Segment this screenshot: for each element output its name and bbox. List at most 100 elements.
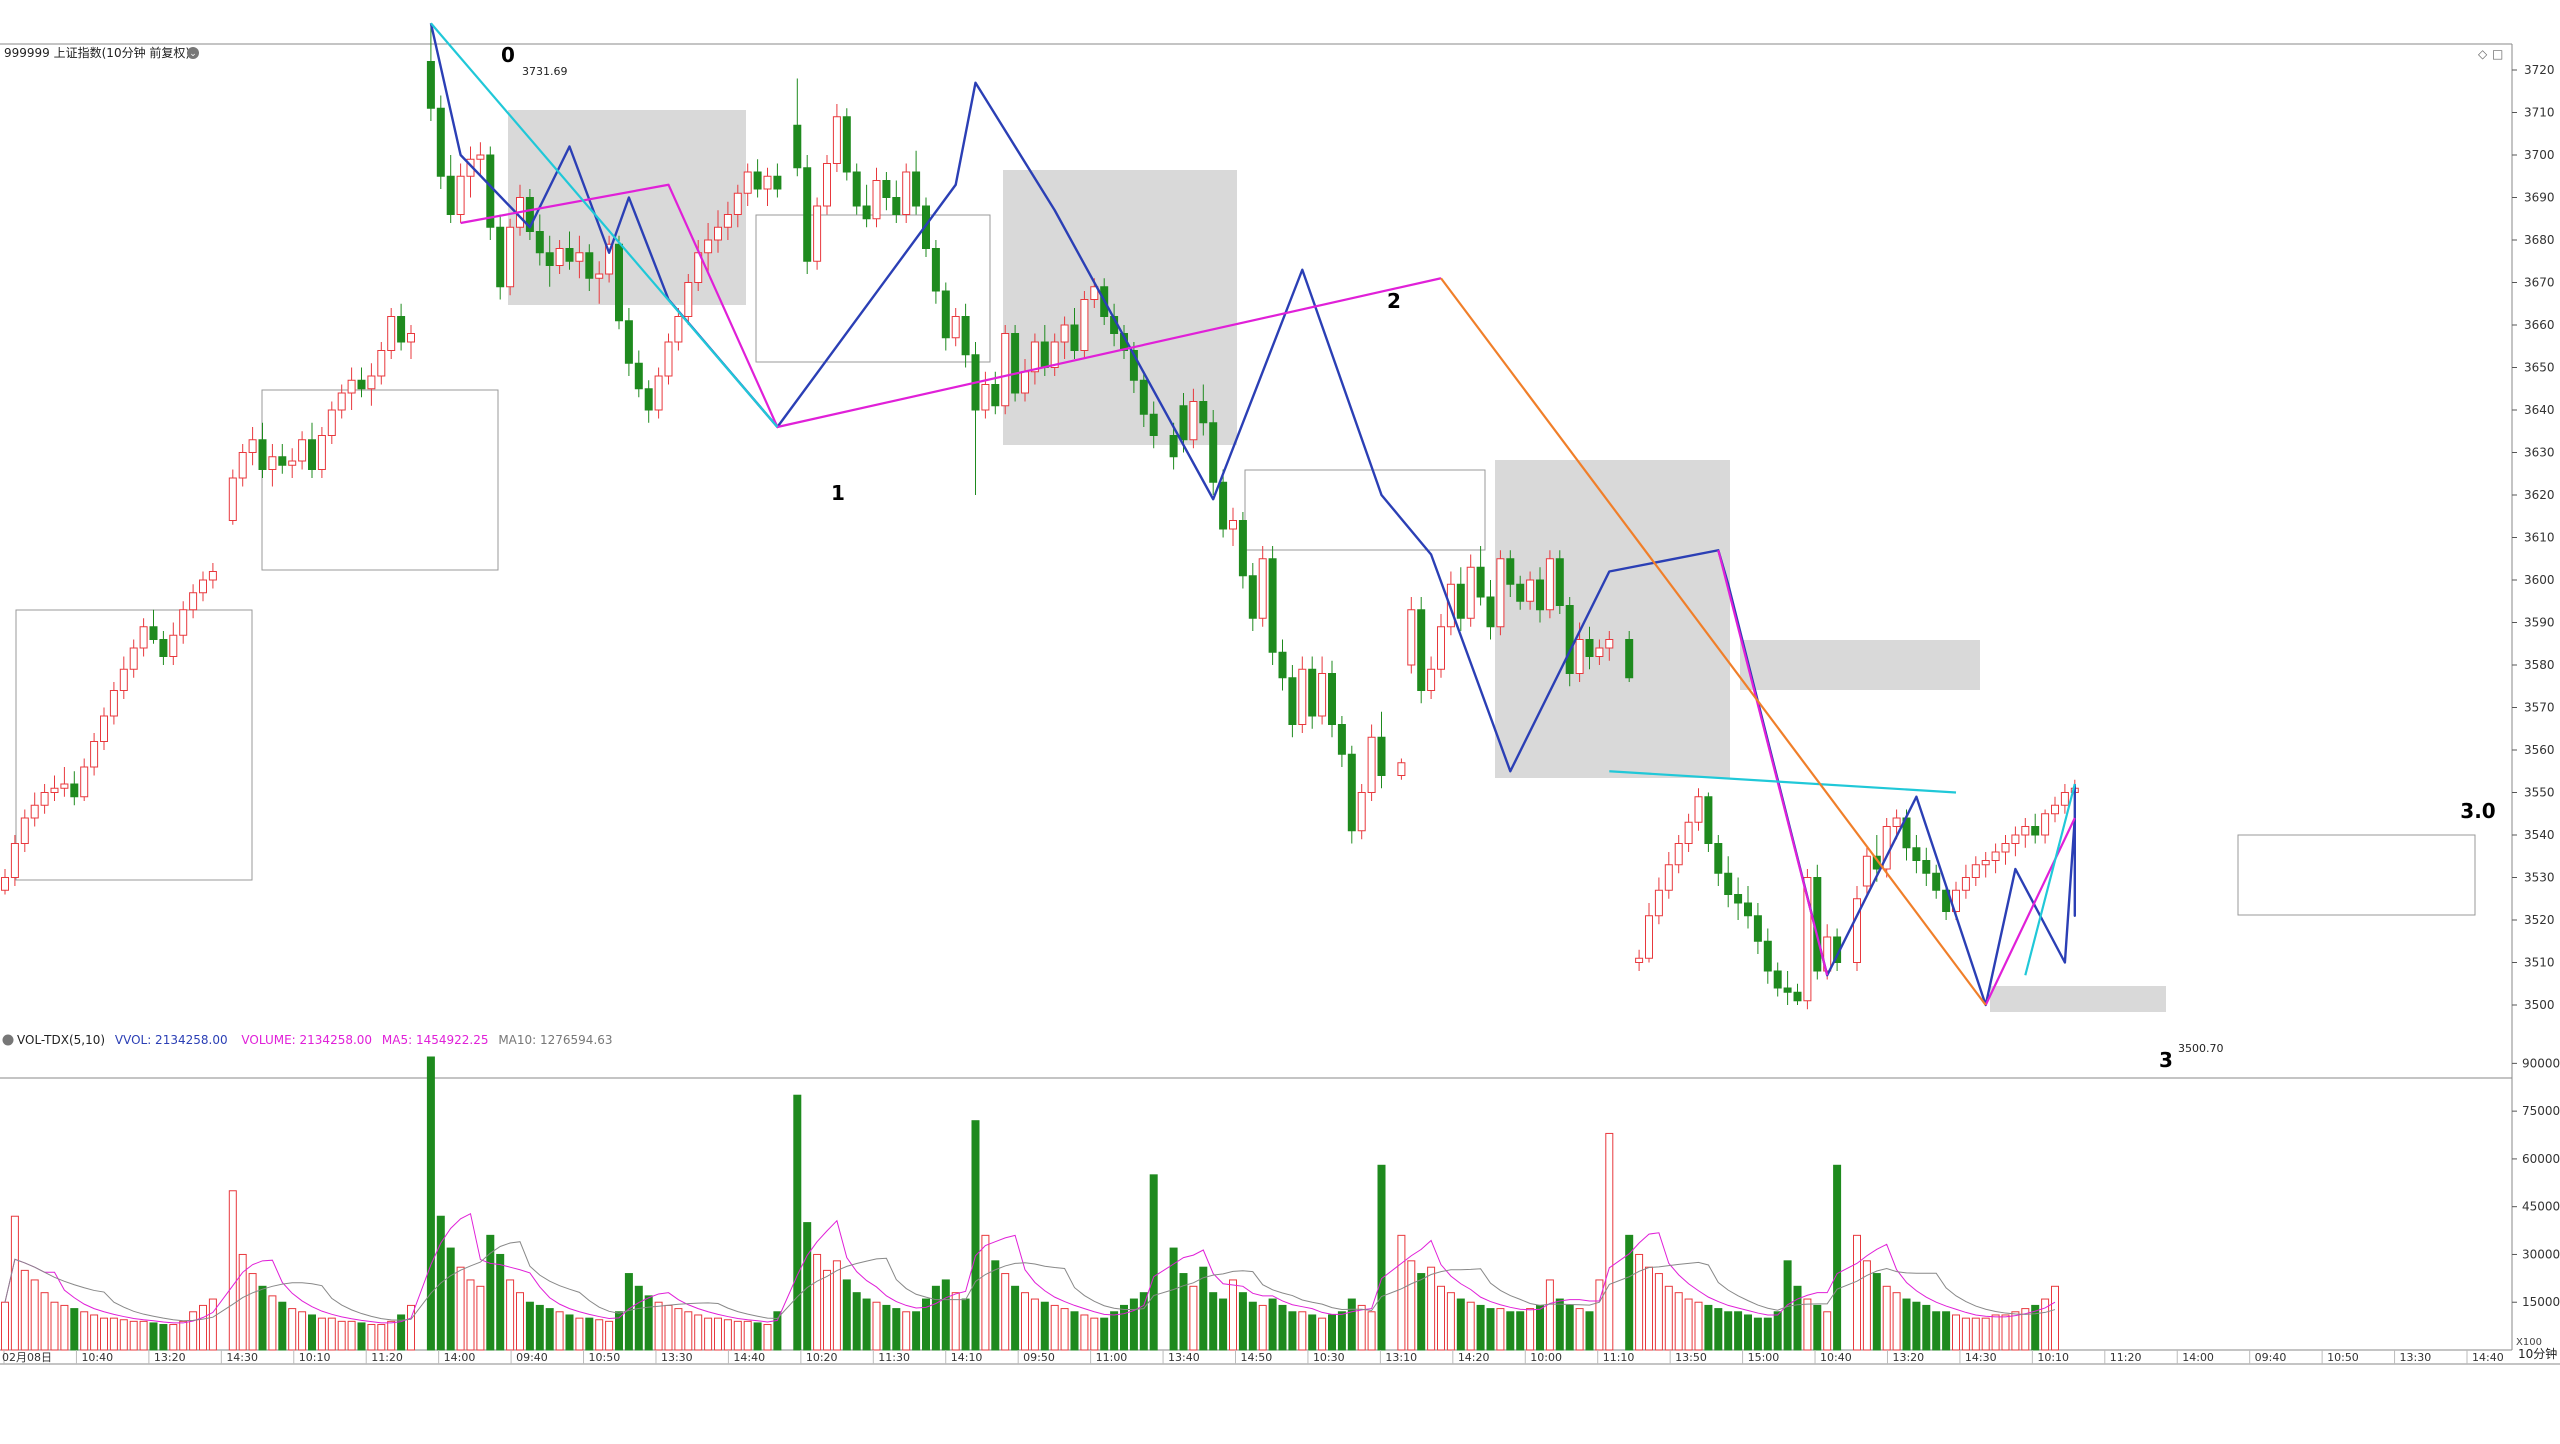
volume-bar-29 bbox=[298, 1311, 307, 1351]
candle-104 bbox=[1060, 316, 1069, 359]
candle-body bbox=[1308, 668, 1317, 717]
volume-bar-90 bbox=[922, 1298, 930, 1351]
volume-bar-138 bbox=[1417, 1273, 1426, 1351]
candle-body bbox=[100, 715, 108, 742]
volume-bar-27 bbox=[278, 1301, 287, 1351]
orange-trend-line bbox=[1440, 277, 1987, 1006]
candle-body bbox=[624, 320, 633, 364]
volume-bar-51 bbox=[525, 1301, 534, 1351]
candle-body bbox=[1060, 324, 1069, 343]
candle-33 bbox=[337, 384, 346, 419]
volume-bar-129 bbox=[1318, 1317, 1327, 1351]
candle-body bbox=[268, 456, 277, 470]
volume-bar-123 bbox=[1258, 1304, 1267, 1351]
candle-147 bbox=[1506, 550, 1515, 597]
volume-bar-133 bbox=[1357, 1304, 1366, 1351]
zone-box-0 bbox=[15, 609, 253, 881]
candle-121 bbox=[1238, 512, 1247, 589]
candle-body bbox=[862, 205, 871, 220]
candle-body bbox=[634, 362, 643, 390]
volume-bar-1 bbox=[10, 1215, 19, 1351]
candle-144 bbox=[1476, 546, 1485, 606]
volume-bar-187 bbox=[1922, 1304, 1931, 1351]
candle-1 bbox=[10, 835, 19, 886]
candle-body bbox=[1783, 987, 1792, 993]
candle-body bbox=[823, 163, 831, 207]
time-label-4: 10:10 bbox=[299, 1351, 331, 1364]
time-label-24: 15:00 bbox=[1748, 1351, 1780, 1364]
candle-149 bbox=[1526, 571, 1535, 610]
candle-127 bbox=[1298, 656, 1307, 733]
candle-74 bbox=[753, 159, 762, 198]
volume-bar-169 bbox=[1734, 1311, 1743, 1351]
time-label-33: 13:30 bbox=[2400, 1351, 2432, 1364]
time-label-10: 14:40 bbox=[733, 1351, 765, 1364]
candle-body bbox=[1030, 341, 1039, 373]
price-tick-3650: 3650 bbox=[2524, 361, 2555, 375]
candle-89 bbox=[912, 150, 921, 215]
settings-icon[interactable]: ⌄ bbox=[187, 47, 199, 59]
candle-body bbox=[1853, 898, 1861, 963]
candle-75 bbox=[763, 167, 772, 206]
candle-137 bbox=[1407, 597, 1416, 674]
price-tick-3610: 3610 bbox=[2524, 531, 2555, 545]
candle-body bbox=[1684, 821, 1693, 844]
volume-bar-54 bbox=[555, 1311, 564, 1351]
candle-body bbox=[842, 116, 851, 173]
volume-bar-190 bbox=[1952, 1314, 1960, 1351]
candle-body bbox=[1298, 668, 1307, 725]
volume-bar-20 bbox=[199, 1304, 207, 1351]
candle-91 bbox=[931, 240, 940, 304]
corner-icon-square[interactable]: □ bbox=[2492, 47, 2503, 61]
volume-bar-36 bbox=[367, 1324, 376, 1351]
volume-bar-18 bbox=[179, 1320, 188, 1351]
candle-71 bbox=[723, 201, 732, 240]
volume-header: VOL-TDX(5,10) VVOL: 2134258.00 VOLUME: 2… bbox=[17, 1033, 613, 1047]
volume-bar-172 bbox=[1763, 1317, 1772, 1351]
volume-bar-37 bbox=[377, 1324, 386, 1351]
price-tick-3510: 3510 bbox=[2524, 956, 2555, 970]
candle-40 bbox=[407, 325, 415, 359]
volume-bar-189 bbox=[1942, 1311, 1951, 1351]
volume-bar-79 bbox=[813, 1253, 822, 1351]
volume-bar-183 bbox=[1882, 1285, 1891, 1351]
volume-bar-25 bbox=[258, 1285, 267, 1351]
volume-bar-109 bbox=[1110, 1311, 1119, 1351]
volume-bar-85 bbox=[872, 1301, 881, 1351]
candle-body bbox=[1625, 639, 1634, 679]
candle-105 bbox=[1070, 308, 1079, 359]
time-label-29: 11:20 bbox=[2110, 1351, 2142, 1364]
volume-bar-141 bbox=[1446, 1292, 1455, 1351]
volume-bar-67 bbox=[684, 1311, 693, 1351]
volume-bar-171 bbox=[1753, 1317, 1762, 1351]
volume-bar-120 bbox=[1229, 1279, 1237, 1351]
candle-115 bbox=[1179, 393, 1188, 453]
candle-body bbox=[575, 252, 584, 262]
candle-body bbox=[1773, 970, 1782, 989]
candle-body bbox=[1674, 843, 1683, 866]
candle-body bbox=[1139, 379, 1148, 415]
candle-body bbox=[1001, 333, 1010, 407]
candle-body bbox=[496, 226, 505, 288]
candle-81 bbox=[832, 104, 841, 172]
candle-153 bbox=[1565, 597, 1574, 687]
volume-bar-39 bbox=[397, 1314, 406, 1351]
candle-body bbox=[1209, 422, 1218, 483]
candle-body bbox=[1337, 724, 1346, 755]
candle-29 bbox=[298, 431, 307, 470]
volume-bar-49 bbox=[506, 1279, 515, 1351]
volume-bar-81 bbox=[832, 1260, 841, 1351]
volume-bar-107 bbox=[1090, 1317, 1099, 1351]
candle-body bbox=[1961, 877, 1970, 891]
volume-bar-60 bbox=[615, 1311, 623, 1351]
corner-icon-diamond[interactable]: ◇ bbox=[2478, 47, 2488, 61]
volume-settings-icon[interactable] bbox=[2, 1034, 14, 1046]
cyan-trend-line-mid bbox=[1609, 770, 1957, 794]
price-tick-3690: 3690 bbox=[2524, 191, 2555, 205]
candle-body bbox=[208, 571, 217, 581]
candle-66 bbox=[674, 308, 683, 351]
volume-bar-77 bbox=[793, 1094, 802, 1351]
volume-bar-41 bbox=[426, 1056, 435, 1351]
volume-bar-113 bbox=[1149, 1174, 1158, 1351]
